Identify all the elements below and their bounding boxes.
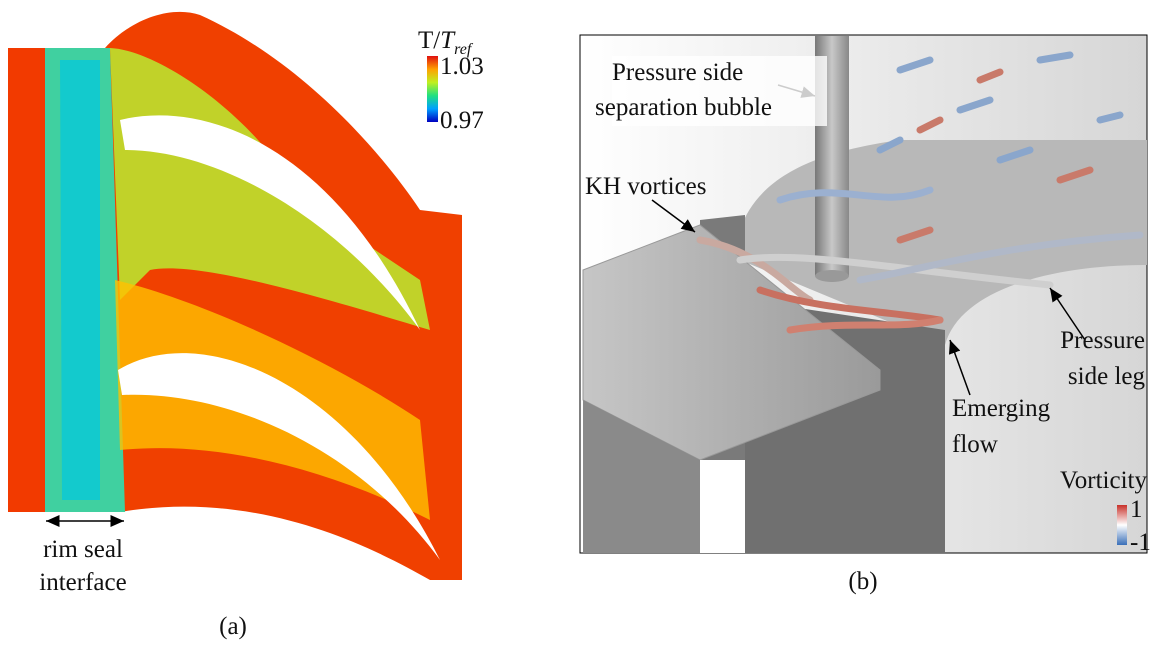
label-bg: [612, 56, 827, 126]
colorbar-title: Vorticity: [1060, 467, 1148, 494]
arrow: [948, 339, 971, 396]
colorbar: [1117, 505, 1127, 545]
colorbar-max: 1.03: [440, 53, 484, 80]
annotation: separation bubble: [595, 94, 772, 121]
annotation: Pressure side: [612, 59, 743, 86]
colorbar-min: -1: [1130, 529, 1151, 556]
arrow: [651, 199, 696, 233]
temperature-field: [8, 11, 462, 580]
annotation: flow: [952, 431, 998, 458]
arrow: [1049, 287, 1086, 341]
annotation: interface: [39, 569, 126, 596]
colorbar: [427, 56, 438, 122]
colorbar-min: 0.97: [440, 107, 484, 134]
colorbar-max: 1: [1130, 496, 1143, 523]
colorbar-title: T/Tref: [418, 27, 474, 58]
annotation: side leg: [1068, 363, 1146, 390]
annotation: Pressure: [1060, 327, 1145, 354]
annotation: rim seal: [43, 536, 123, 563]
caption: (b): [848, 568, 877, 595]
annotation: KH vortices: [585, 173, 707, 200]
annotation: Emerging: [952, 395, 1051, 422]
caption: (a): [219, 613, 247, 640]
